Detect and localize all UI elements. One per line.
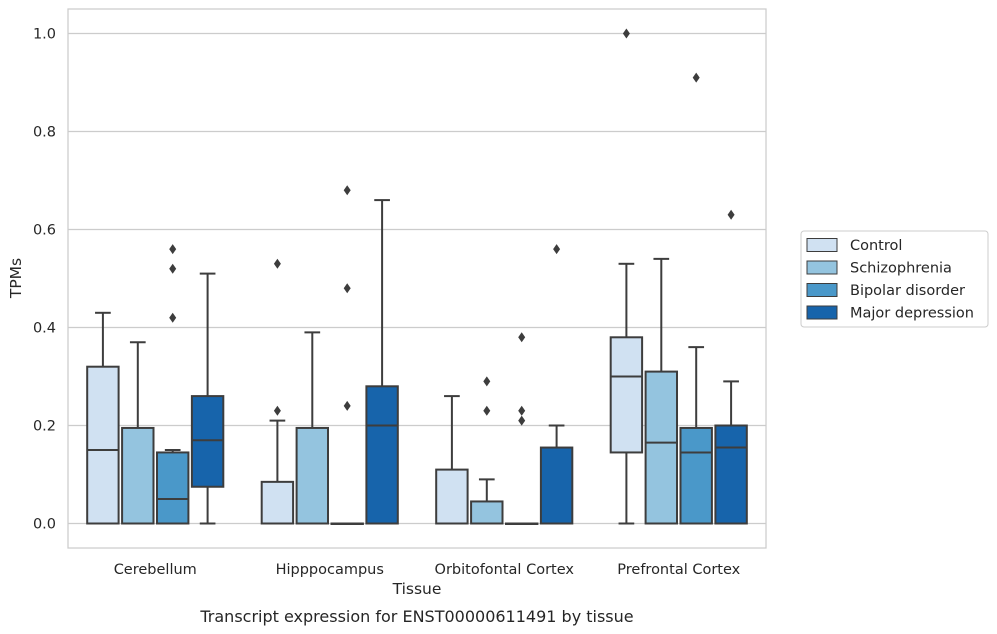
box xyxy=(86,365,120,525)
legend-swatch xyxy=(806,283,838,297)
box-groups xyxy=(86,28,748,525)
y-tick-labels: 0.0 0.2 0.4 0.6 0.8 1.0 xyxy=(33,27,56,533)
outlier-point xyxy=(273,405,281,416)
outlier-point xyxy=(622,28,630,39)
outlier-point xyxy=(169,263,177,274)
box xyxy=(435,468,469,525)
y-tick-label: 0.8 xyxy=(33,125,56,141)
x-tick-labels: Cerebellum Hipppocampus Orbitofontal Corte… xyxy=(114,562,741,578)
outlier-point xyxy=(273,258,281,269)
legend-swatch xyxy=(806,305,838,320)
box xyxy=(190,395,225,488)
outlier-point xyxy=(343,400,351,411)
box-plot xyxy=(539,244,574,525)
outlier-point xyxy=(518,332,526,343)
y-tick-label: 0.2 xyxy=(33,419,56,435)
x-tick-label: Hipppocampus xyxy=(276,562,384,578)
legend-frame xyxy=(800,230,989,328)
legend-swatch xyxy=(806,260,838,275)
box-plot xyxy=(260,258,295,525)
plot-area-frame xyxy=(67,8,767,549)
outlier-point xyxy=(169,312,177,323)
box xyxy=(539,446,574,525)
box xyxy=(365,385,399,525)
x-axis-label: Tissue xyxy=(392,580,442,598)
x-tick-label: Prefrontal Cortex xyxy=(617,562,740,578)
box-plot xyxy=(435,395,469,525)
legend-label: Schizophrenia xyxy=(850,261,952,277)
box xyxy=(609,336,644,454)
box-plot xyxy=(190,272,225,525)
y-tick-label: 0.4 xyxy=(33,321,56,337)
x-tick-label: Orbitofontal Cortex xyxy=(435,562,575,578)
legend-swatch xyxy=(806,238,838,252)
legend-label: Major depression xyxy=(850,306,974,322)
legend-label: Control xyxy=(850,238,902,254)
outlier-point xyxy=(692,72,700,83)
box-plot xyxy=(155,244,190,525)
chart-caption: Transcript expression for ENST0000061149… xyxy=(199,607,633,626)
y-axis-label: TPMs xyxy=(7,258,25,299)
box-plot xyxy=(644,257,679,525)
outlier-point xyxy=(518,405,526,416)
box xyxy=(644,370,679,525)
legend: Control Schizophrenia Bipolar disorder Majo… xyxy=(800,230,989,328)
legend-label: Bipolar disorder xyxy=(850,283,965,299)
box xyxy=(295,426,330,525)
outlier-point xyxy=(343,283,351,294)
outlier-point xyxy=(483,376,491,387)
box-plot xyxy=(295,331,330,525)
box-plot xyxy=(470,376,504,525)
box-plot xyxy=(121,341,155,525)
box-plot xyxy=(714,209,748,525)
outlier-point xyxy=(727,209,735,220)
x-tick-label: Cerebellum xyxy=(114,562,197,578)
box-plot xyxy=(86,311,120,525)
box xyxy=(679,426,713,525)
outlier-point xyxy=(343,185,351,196)
box xyxy=(714,424,748,525)
box xyxy=(155,451,190,525)
box-plot xyxy=(609,28,644,525)
box xyxy=(470,500,504,525)
box-plot xyxy=(365,199,399,525)
box-plot xyxy=(679,72,713,525)
box xyxy=(260,480,295,525)
y-tick-label: 1.0 xyxy=(33,27,56,43)
box xyxy=(121,426,155,525)
y-tick-label: 0.0 xyxy=(33,517,56,533)
outlier-point xyxy=(483,405,491,416)
box-plot xyxy=(330,185,364,525)
outlier-point xyxy=(169,244,177,255)
outlier-point xyxy=(518,415,526,426)
y-tick-label: 0.6 xyxy=(33,223,56,239)
box-plot xyxy=(504,332,539,525)
outlier-point xyxy=(553,244,561,255)
